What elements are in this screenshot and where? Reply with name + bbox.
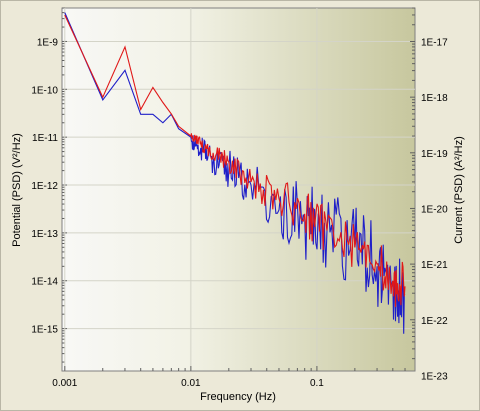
x-axis-label: Frequency (Hz) — [200, 391, 276, 403]
y-tick-label-right: 1E-20 — [421, 204, 448, 215]
x-tick-label: 0.001 — [52, 378, 77, 389]
y-tick-label-right: 1E-18 — [421, 93, 448, 104]
y-tick-label-left: 1E-9 — [37, 37, 59, 48]
y-axis-label-left: Potential (PSD) (V²/Hz) — [11, 133, 23, 247]
series-potential-line — [64, 12, 406, 334]
series-current-line — [64, 14, 406, 308]
y-tick-label-right: 1E-17 — [421, 38, 448, 49]
x-tick-label: 0.1 — [310, 378, 324, 389]
y-tick-label-left: 1E-15 — [31, 325, 58, 336]
y-axis-label-right: Current (PSD) (A²/Hz) — [453, 136, 465, 244]
y-tick-label-left: 1E-14 — [31, 277, 58, 288]
y-tick-label-left: 1E-13 — [31, 229, 58, 240]
y-tick-label-right: 1E-19 — [421, 149, 448, 160]
y-tick-label-right: 1E-23 — [421, 371, 448, 382]
y-tick-label-left: 1E-11 — [32, 133, 58, 144]
y-tick-label-left: 1E-10 — [31, 85, 58, 96]
tick-labels: 0.001 0.01 0.1 1E-9 1E-10 1E-11 1E-12 1E-13 1E-1… — [31, 37, 448, 389]
grid — [62, 7, 415, 371]
series-layer — [64, 12, 406, 334]
y-tick-label-right: 1E-22 — [421, 316, 448, 327]
y-tick-label-left: 1E-12 — [31, 181, 58, 192]
plot-area — [61, 7, 416, 372]
x-tick-label: 0.01 — [181, 378, 201, 389]
y-tick-label-right: 1E-21 — [421, 260, 448, 271]
